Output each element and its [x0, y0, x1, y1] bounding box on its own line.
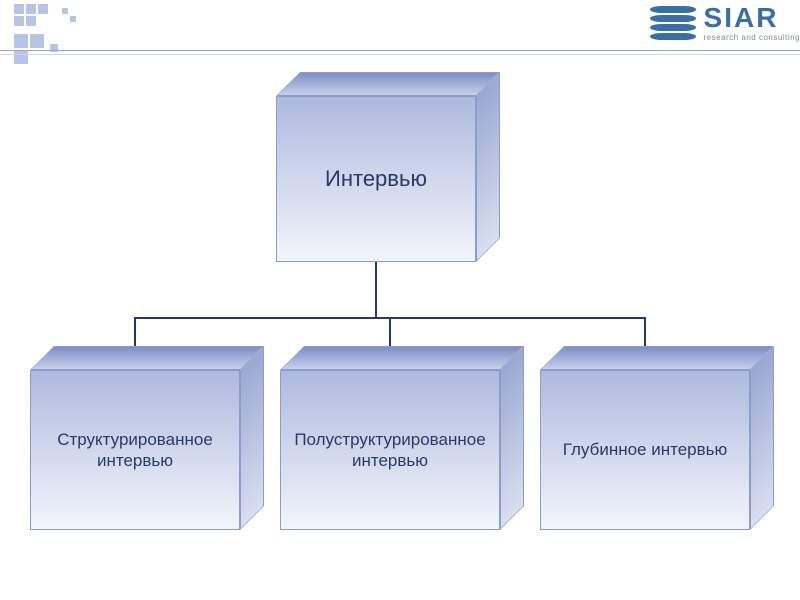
box-side-face [500, 346, 524, 530]
node-root: Интервью [276, 96, 500, 286]
box-top-face [276, 72, 500, 96]
connector [134, 318, 136, 346]
box-front-face: Глубинное интервью [540, 370, 750, 530]
box-label: Интервью [325, 165, 427, 193]
box-side-face [750, 346, 774, 530]
connector [375, 262, 377, 318]
diagram-canvas: Интервью Структурированное интервью Полуст… [0, 0, 800, 600]
box-side-face [476, 72, 500, 262]
node-deep: Глубинное интервью [540, 370, 774, 554]
box-label: Глубинное интервью [563, 439, 728, 460]
box-top-face [540, 346, 774, 370]
box-label: Полуструктурированное интервью [287, 429, 493, 472]
box-top-face [30, 346, 264, 370]
connector [389, 318, 391, 346]
connector [644, 318, 646, 346]
box-front-face: Полуструктурированное интервью [280, 370, 500, 530]
box-side-face [240, 346, 264, 530]
box-front-face: Структурированное интервью [30, 370, 240, 530]
box-front-face: Интервью [276, 96, 476, 262]
node-semi-structured: Полуструктурированное интервью [280, 370, 524, 554]
box-label: Структурированное интервью [37, 429, 233, 472]
box-top-face [280, 346, 524, 370]
node-structured: Структурированное интервью [30, 370, 264, 554]
